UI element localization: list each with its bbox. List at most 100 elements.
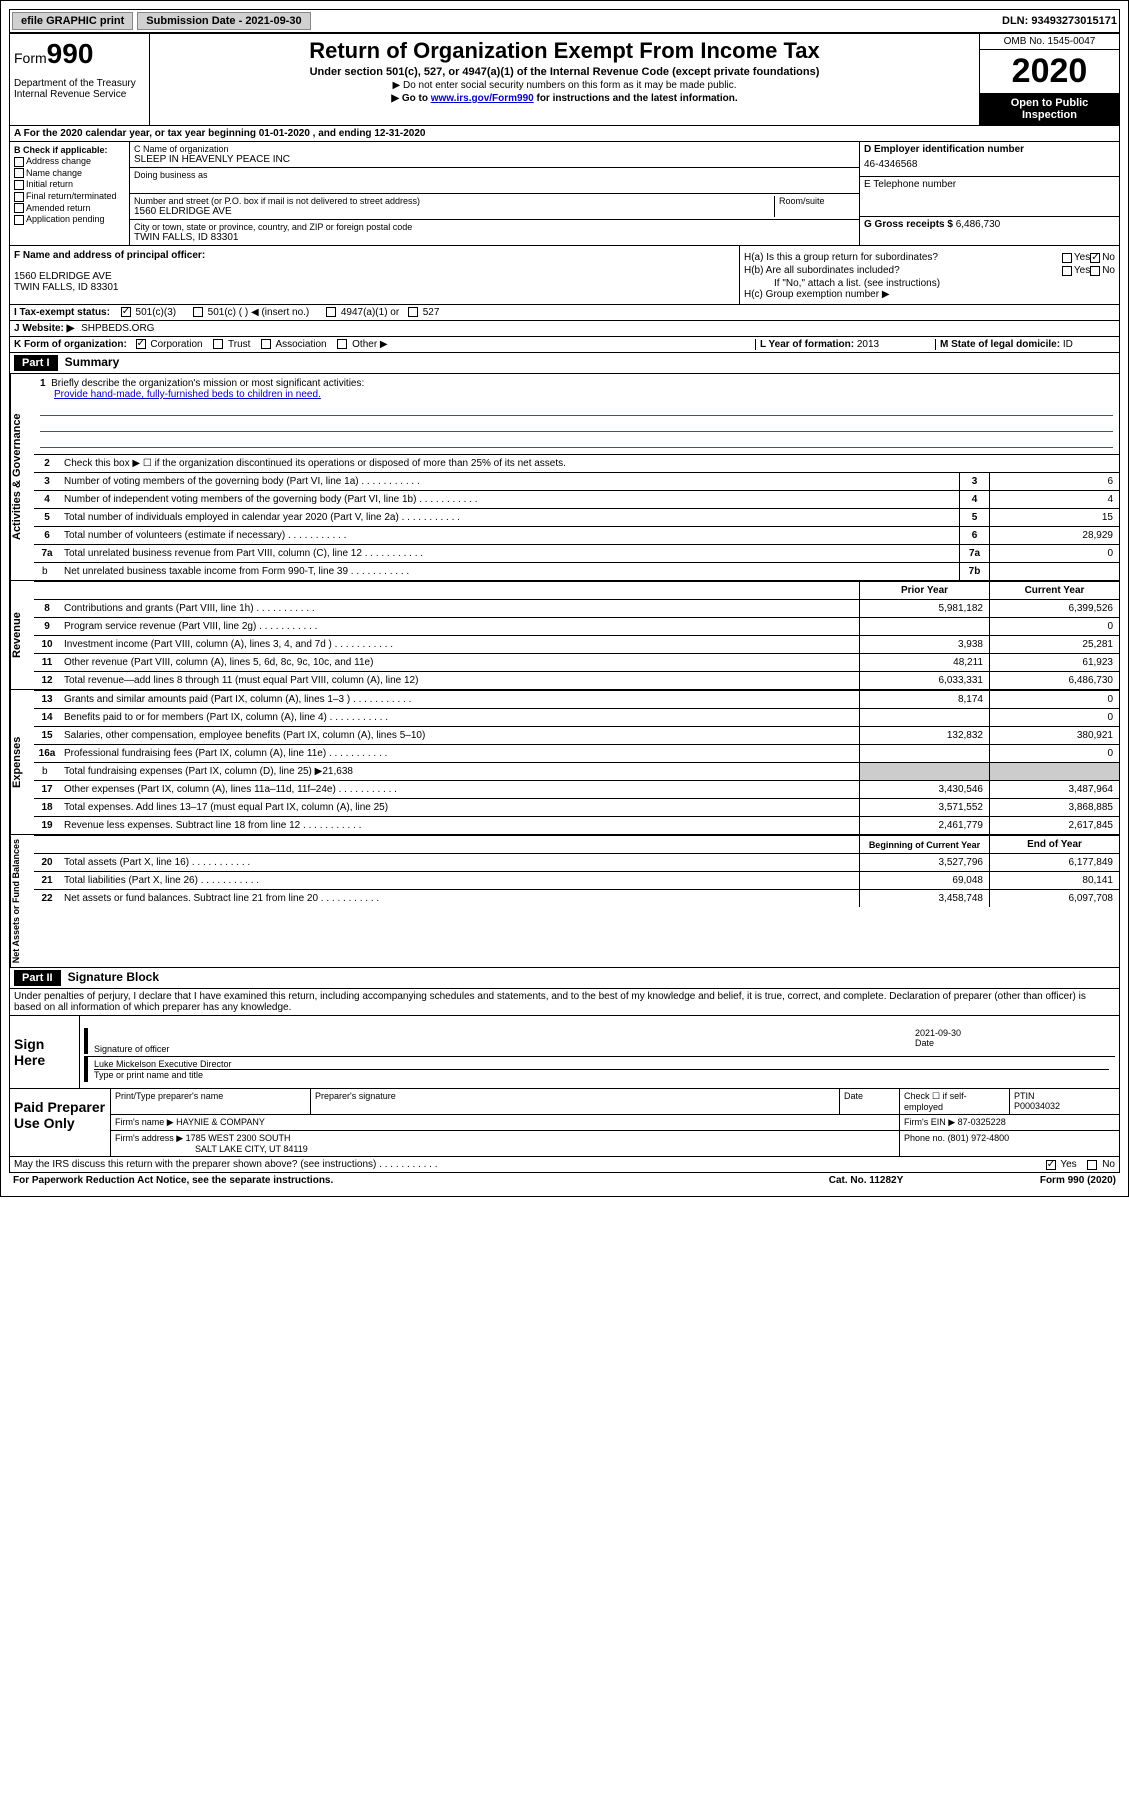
dba-label: Doing business as: [134, 170, 855, 180]
gross-label: G Gross receipts $: [864, 219, 953, 230]
sig-officer-label: Signature of officer: [94, 1044, 915, 1054]
form-link-line: ▶ Go to www.irs.gov/Form990 for instruct…: [154, 93, 975, 104]
ein-label: D Employer identification number: [864, 144, 1115, 155]
form-ssn-note: ▶ Do not enter social security numbers o…: [154, 80, 975, 91]
line8: Contributions and grants (Part VIII, lin…: [60, 601, 859, 616]
m-val: ID: [1063, 339, 1073, 350]
form-title: Return of Organization Exempt From Incom…: [154, 38, 975, 64]
line13: Grants and similar amounts paid (Part IX…: [60, 692, 859, 707]
form-footer: Form 990 (2020): [966, 1175, 1116, 1186]
line21: Total liabilities (Part X, line 26): [60, 873, 859, 888]
hb-note: If "No," attach a list. (see instruction…: [744, 278, 1115, 289]
line10: Investment income (Part VIII, column (A)…: [60, 637, 859, 652]
val7a: 0: [989, 545, 1119, 562]
inspection-badge: Open to Public Inspection: [980, 93, 1119, 125]
row-a-tax-year: A For the 2020 calendar year, or tax yea…: [9, 126, 1120, 142]
line12: Total revenue—add lines 8 through 11 (mu…: [60, 673, 859, 688]
street-val: 1560 ELDRIDGE AVE: [134, 206, 770, 217]
hdr-prior: Prior Year: [859, 582, 989, 599]
firm-addr1: 1785 WEST 2300 SOUTH: [186, 1133, 291, 1143]
website-val: SHPBEDS.ORG: [81, 323, 154, 334]
firm-name: HAYNIE & COMPANY: [176, 1117, 265, 1127]
line4: Number of independent voting members of …: [60, 492, 959, 507]
ha-label: H(a) Is this a group return for subordin…: [744, 252, 938, 263]
discuss-label: May the IRS discuss this return with the…: [14, 1159, 1046, 1170]
val6: 28,929: [989, 527, 1119, 544]
form-number: Form990: [14, 38, 145, 70]
line9: Program service revenue (Part VIII, line…: [60, 619, 859, 634]
line7b: Net unrelated business taxable income fr…: [60, 564, 959, 579]
line1-label: Briefly describe the organization's miss…: [51, 378, 364, 389]
phone-label: E Telephone number: [864, 179, 1115, 190]
line15: Salaries, other compensation, employee b…: [60, 728, 859, 743]
cat-no: Cat. No. 11282Y: [766, 1175, 966, 1186]
officer-name-label: Type or print name and title: [94, 1070, 1109, 1080]
tax-year: 2020: [980, 50, 1119, 93]
m-label: M State of legal domicile:: [940, 339, 1060, 350]
line20: Total assets (Part X, line 16): [60, 855, 859, 870]
form-header: Form990 Department of the Treasury Inter…: [9, 33, 1120, 126]
line14: Benefits paid to or for members (Part IX…: [60, 710, 859, 725]
omb-number: OMB No. 1545-0047: [980, 34, 1119, 50]
section-bcde: B Check if applicable: Address change Na…: [9, 142, 1120, 246]
line16a: Professional fundraising fees (Part IX, …: [60, 746, 859, 761]
i-label: I Tax-exempt status:: [14, 307, 110, 318]
part2-header: Part II: [14, 970, 61, 986]
mission-text: Provide hand-made, fully-furnished beds …: [54, 389, 321, 400]
efile-button[interactable]: efile GRAPHIC print: [12, 12, 133, 30]
sig-date-label: Date: [915, 1038, 1115, 1048]
sidebar-revenue: Revenue: [10, 581, 34, 689]
part1-header: Part I: [14, 355, 58, 371]
line22: Net assets or fund balances. Subtract li…: [60, 891, 859, 906]
officer-addr1: 1560 ELDRIDGE AVE: [14, 271, 735, 282]
line16b: Total fundraising expenses (Part IX, col…: [60, 764, 859, 779]
sidebar-expenses: Expenses: [10, 690, 34, 834]
val4: 4: [989, 491, 1119, 508]
l-val: 2013: [857, 339, 879, 350]
line19: Revenue less expenses. Subtract line 18 …: [60, 818, 859, 833]
officer-addr2: TWIN FALLS, ID 83301: [14, 282, 735, 293]
org-name-label: C Name of organization: [134, 144, 855, 154]
firm-addr2: SALT LAKE CITY, UT 84119: [195, 1144, 308, 1154]
val7b: [989, 563, 1119, 580]
line3: Number of voting members of the governin…: [60, 474, 959, 489]
j-label: J Website: ▶: [14, 323, 74, 334]
hdr-curr: Current Year: [989, 582, 1119, 599]
street-label: Number and street (or P.O. box if mail i…: [134, 196, 770, 206]
hb-label: H(b) Are all subordinates included?: [744, 265, 900, 276]
sig-date-val: 2021-09-30: [915, 1028, 1115, 1038]
line2: Check this box ▶ ☐ if the organization d…: [60, 456, 1119, 471]
line6: Total number of volunteers (estimate if …: [60, 528, 959, 543]
firm-ein: 87-0325228: [958, 1117, 1006, 1127]
part2-title: Signature Block: [68, 970, 159, 984]
line11: Other revenue (Part VIII, column (A), li…: [60, 655, 859, 670]
hc-label: H(c) Group exemption number ▶: [744, 289, 1115, 300]
paid-prep-label: Paid Preparer Use Only: [10, 1089, 110, 1156]
val3: 6: [989, 473, 1119, 490]
sidebar-governance: Activities & Governance: [10, 374, 34, 580]
gross-val: 6,486,730: [956, 219, 1001, 230]
paperwork-notice: For Paperwork Reduction Act Notice, see …: [13, 1175, 766, 1186]
officer-name: Luke Mickelson Executive Director: [94, 1059, 1109, 1070]
city-val: TWIN FALLS, ID 83301: [134, 232, 855, 243]
line7a: Total unrelated business revenue from Pa…: [60, 546, 959, 561]
room-label: Room/suite: [779, 196, 855, 206]
ptin-val: P00034032: [1014, 1101, 1060, 1111]
val5: 15: [989, 509, 1119, 526]
dln-label: DLN: 93493273015171: [1002, 15, 1117, 27]
dept-label: Department of the Treasury Internal Reve…: [14, 78, 145, 100]
irs-link[interactable]: www.irs.gov/Form990: [431, 93, 534, 104]
col-b-checkboxes: B Check if applicable: Address change Na…: [10, 142, 130, 245]
part1-title: Summary: [65, 355, 120, 369]
sidebar-net: Net Assets or Fund Balances: [10, 835, 34, 967]
city-label: City or town, state or province, country…: [134, 222, 855, 232]
hdr-end: End of Year: [989, 836, 1119, 853]
ein-val: 46-4346568: [864, 155, 1115, 174]
line5: Total number of individuals employed in …: [60, 510, 959, 525]
form-subtitle: Under section 501(c), 527, or 4947(a)(1)…: [154, 66, 975, 78]
firm-phone: (801) 972-4800: [948, 1133, 1010, 1143]
hdr-beg: Beginning of Current Year: [859, 836, 989, 853]
sign-here-label: Sign Here: [10, 1016, 80, 1088]
officer-label: F Name and address of principal officer:: [14, 250, 735, 261]
submission-date-button[interactable]: Submission Date - 2021-09-30: [137, 12, 310, 30]
